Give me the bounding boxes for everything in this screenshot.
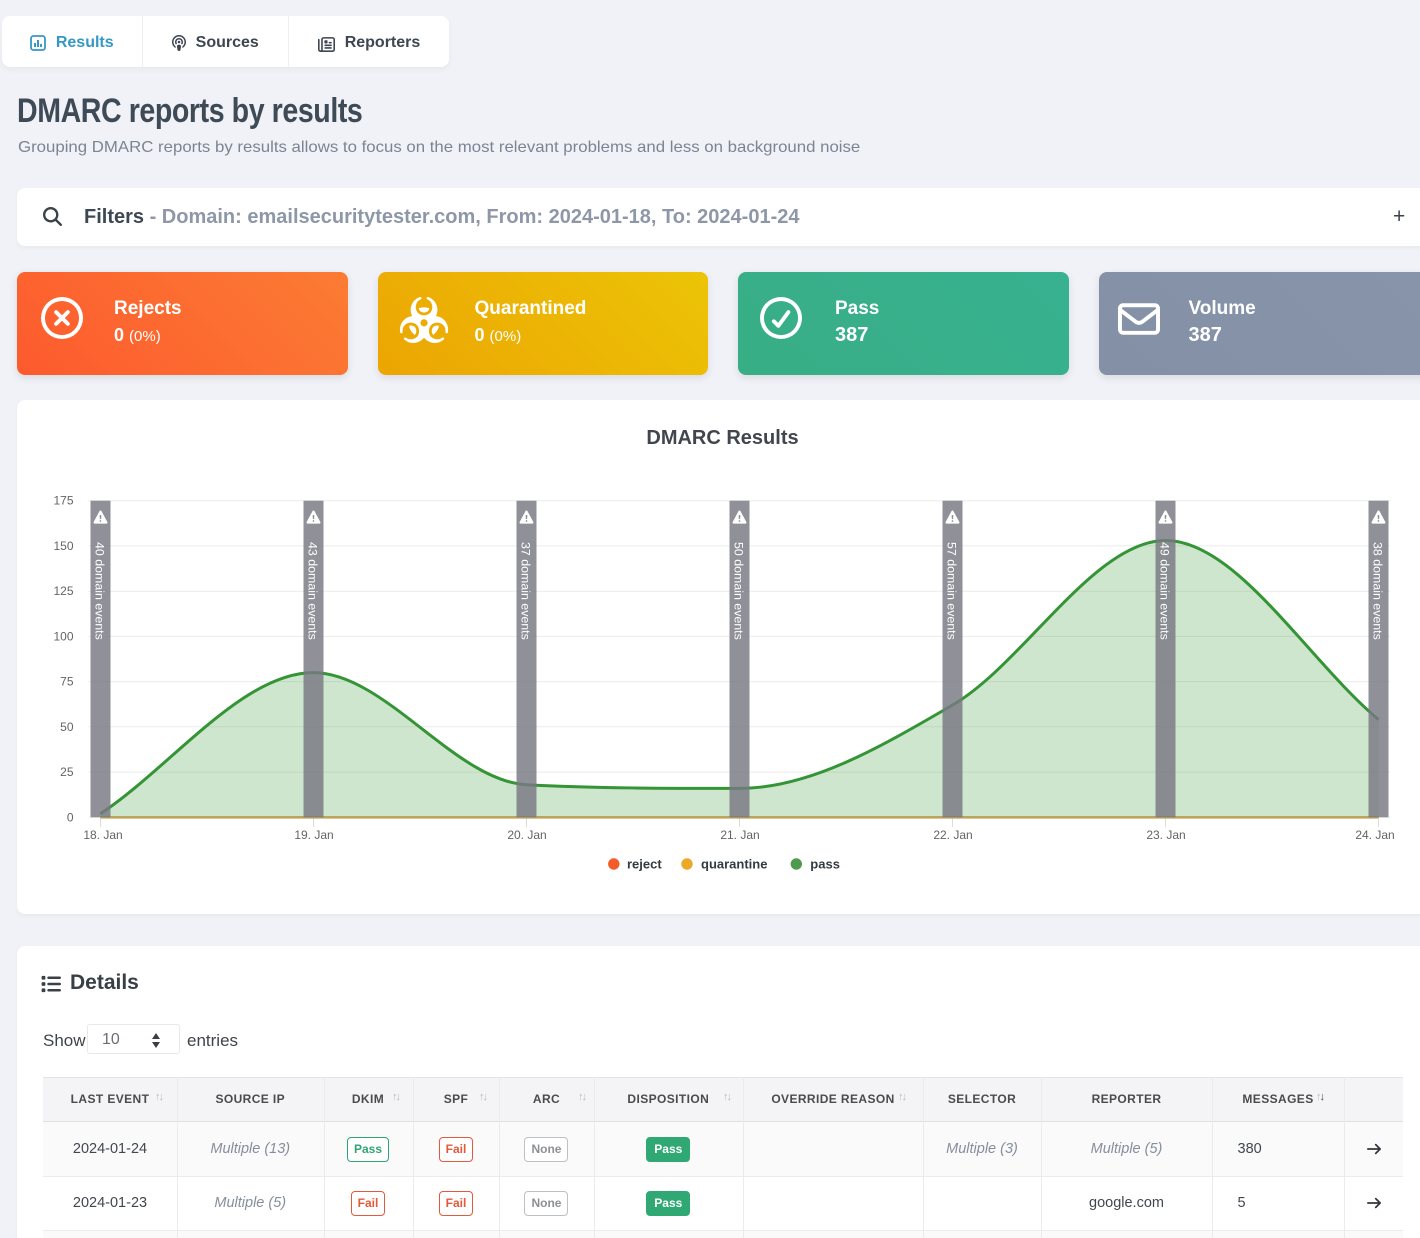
- svg-text:18. Jan: 18. Jan: [83, 828, 122, 842]
- svg-text:21. Jan: 21. Jan: [720, 828, 759, 842]
- svg-text:reject: reject: [627, 857, 662, 872]
- svg-text:38 domain events: 38 domain events: [1371, 542, 1385, 640]
- svg-text:0: 0: [67, 810, 74, 824]
- svg-text:50 domain events: 50 domain events: [732, 542, 746, 640]
- svg-text:50: 50: [60, 720, 74, 734]
- svg-text:37 domain events: 37 domain events: [519, 542, 533, 640]
- svg-text:125: 125: [53, 584, 73, 598]
- svg-text:75: 75: [60, 675, 74, 689]
- svg-text:49 domain events: 49 domain events: [1158, 542, 1172, 640]
- svg-text:DMARC Results: DMARC Results: [646, 427, 798, 449]
- svg-text:40 domain events: 40 domain events: [93, 542, 107, 640]
- svg-text:100: 100: [53, 629, 73, 643]
- svg-text:175: 175: [53, 494, 73, 508]
- svg-text:23. Jan: 23. Jan: [1146, 828, 1185, 842]
- svg-text:20. Jan: 20. Jan: [507, 828, 546, 842]
- svg-text:43 domain events: 43 domain events: [306, 542, 320, 640]
- svg-text:19. Jan: 19. Jan: [294, 828, 333, 842]
- svg-text:quarantine: quarantine: [701, 857, 767, 872]
- svg-text:24. Jan: 24. Jan: [1355, 828, 1394, 842]
- svg-text:25: 25: [60, 765, 74, 779]
- svg-text:22. Jan: 22. Jan: [933, 828, 972, 842]
- svg-text:57 domain events: 57 domain events: [945, 542, 959, 640]
- svg-text:pass: pass: [810, 857, 840, 872]
- svg-text:150: 150: [53, 539, 73, 553]
